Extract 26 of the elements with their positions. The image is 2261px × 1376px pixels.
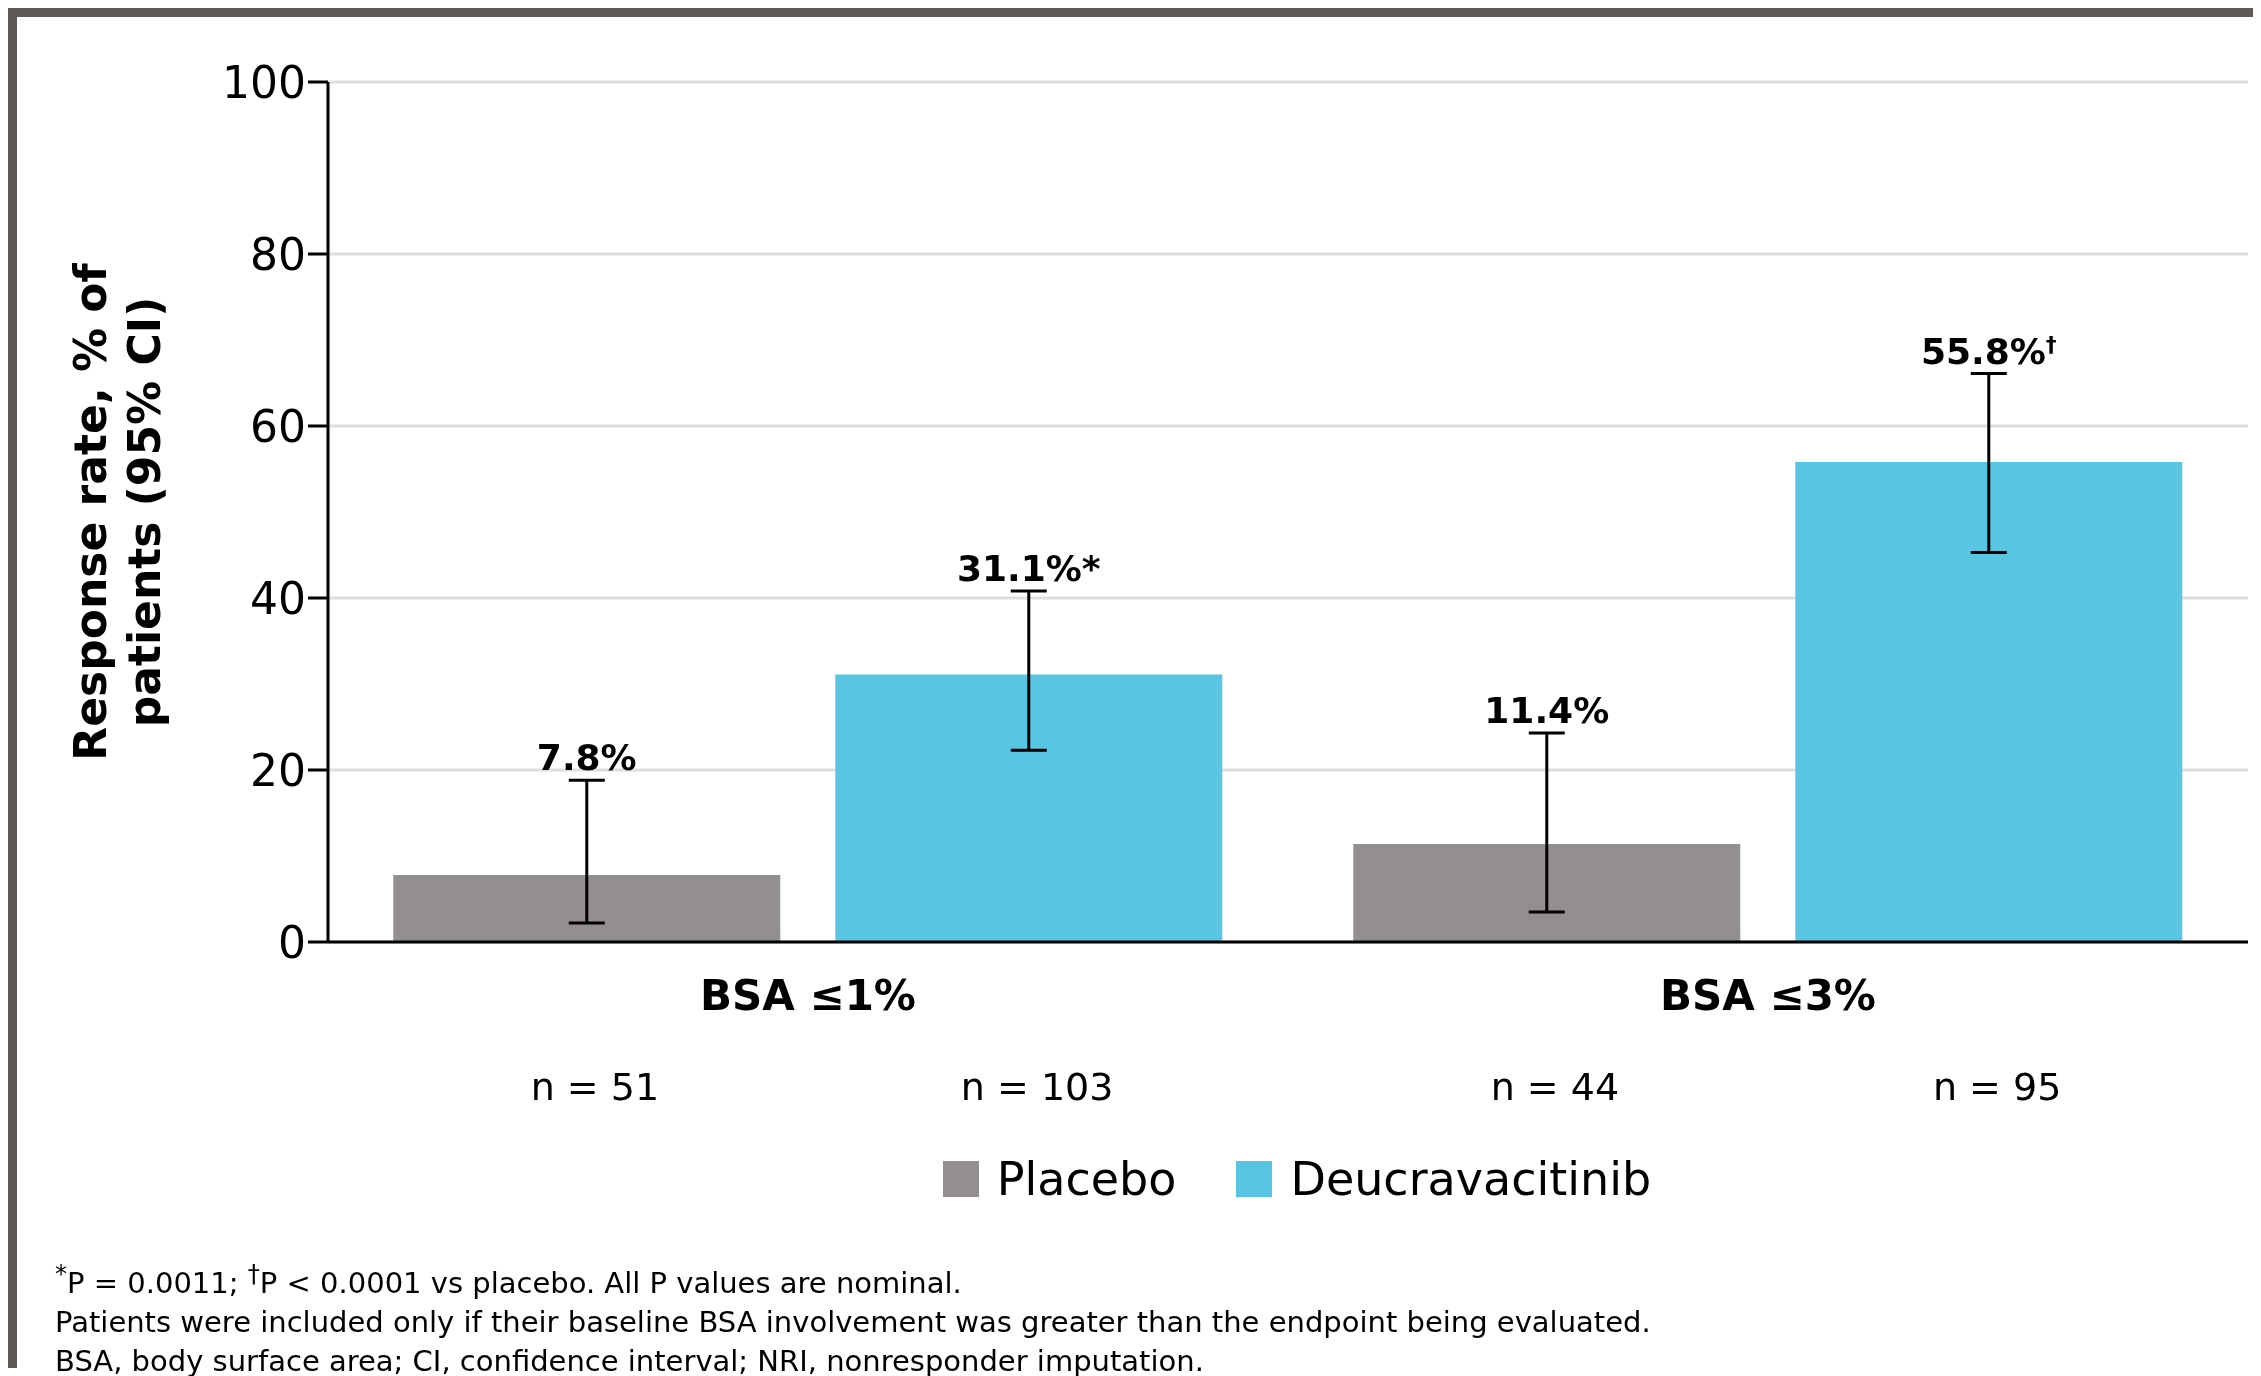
legend-label: Placebo [996,1152,1177,1206]
y-tick-label: 100 [222,56,306,108]
x-tick-label: BSA ≤3% [1660,970,1876,1020]
bar [393,874,781,942]
text: BSA, body surface area; CI, confidence interval; NRI, nonresponder imputation. [55,1342,1205,1376]
bar [1795,462,2183,942]
text: n = 51 [529,1065,661,1109]
y-axis-title: Response rate, % of patients (95% CI) [65,262,170,761]
y-tick-label: 60 [250,400,306,452]
x-tick-label: BSA ≤1% [700,970,916,1020]
data-label: 7.8% [536,737,637,779]
data-label: 11.4% [1484,690,1610,732]
y-tick-label: 80 [250,228,306,280]
bar [1353,843,1741,942]
y-tick-label: 40 [250,572,306,624]
text: n = 103 [959,1065,1115,1109]
text: $^{*}$P = 0.0011; $^{†}$P < 0.0001 vs placebo. All P values are nominal. [55,1259,963,1302]
text: Patients were included only if their baseline BSA involvement was greater than the endpoint being evaluated. [55,1303,1651,1341]
y-tick-label: 0 [278,916,306,968]
text: n = 95 [1931,1065,2063,1109]
y-tick-label: 20 [250,744,306,796]
bar [835,674,1223,942]
data-label: 55.8%$^{†}$ [1920,330,2057,372]
data-label: 31.1%* [956,548,1101,590]
legend-label: Deucravacitinib [1290,1152,1652,1206]
text: n = 44 [1489,1065,1621,1109]
